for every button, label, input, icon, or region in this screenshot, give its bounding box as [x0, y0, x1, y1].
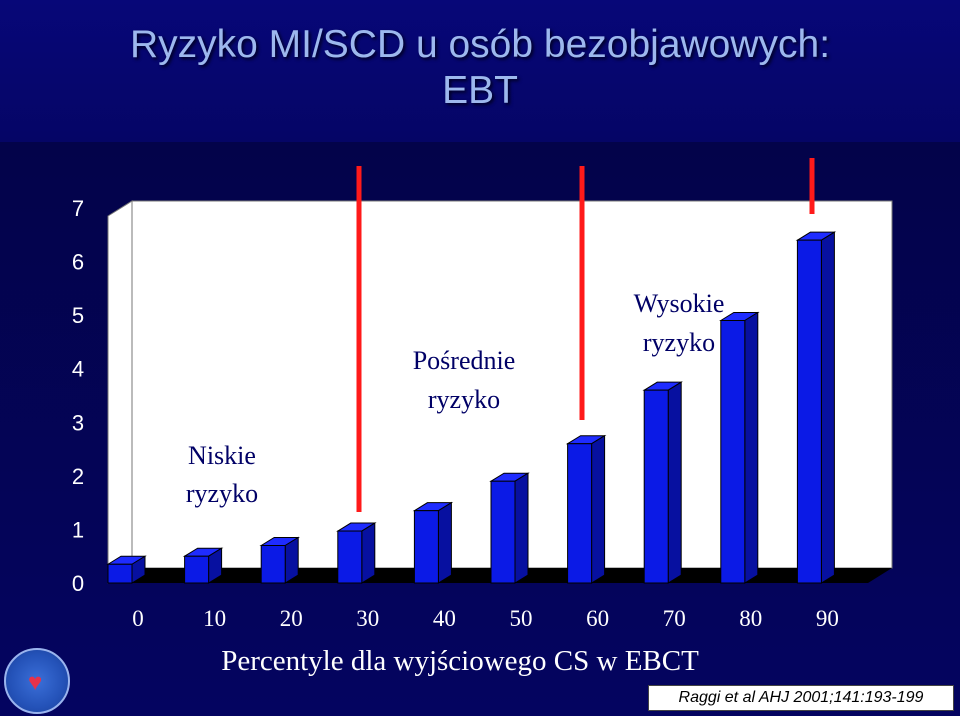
bar — [796, 239, 822, 584]
title-line-1: Ryzyko MI/SCD u osób bezobjawowych: — [129, 23, 831, 66]
x-tick-label: 60 — [586, 606, 609, 631]
bar — [720, 320, 746, 584]
x-tick-label: 30 — [356, 606, 379, 631]
bar-side — [514, 472, 529, 584]
bar — [567, 443, 593, 584]
bar-side — [591, 434, 606, 584]
y-tick-label: 1 — [72, 517, 84, 542]
risk-zone-label: ryzyko — [643, 328, 715, 357]
bar-side — [744, 311, 759, 584]
y-tick-label: 2 — [72, 464, 84, 489]
x-tick-label: 70 — [663, 606, 686, 631]
risk-zone-label: Pośrednie — [413, 346, 516, 375]
y-tick-label: 4 — [72, 357, 84, 382]
bar-side — [361, 522, 376, 584]
bar-side — [667, 381, 682, 584]
title-band — [0, 0, 960, 142]
x-tick-label: 90 — [816, 606, 839, 631]
risk-zone-label: Wysokie — [634, 289, 725, 318]
title-line-2: EBT — [442, 69, 518, 112]
y-tick-label: 3 — [72, 410, 84, 435]
risk-zone-label: ryzyko — [186, 479, 258, 508]
bar — [184, 555, 210, 584]
bar-side — [284, 536, 299, 584]
y-tick-label: 6 — [72, 250, 84, 275]
x-tick-label: 80 — [739, 606, 762, 631]
x-axis-label: Percentyle dla wyjściowego CS w EBCT — [221, 645, 699, 677]
y-tick-label: 7 — [72, 196, 84, 221]
bar — [643, 389, 669, 584]
x-tick-label: 10 — [203, 606, 226, 631]
bar-side — [437, 501, 452, 584]
y-tick-label: 0 — [72, 571, 84, 596]
x-tick-label: 40 — [433, 606, 456, 631]
bar — [337, 530, 363, 584]
slide-title: Ryzyko MI/SCD u osób bezobjawowych: EBT — [0, 22, 960, 114]
bar — [490, 480, 516, 584]
x-tick-label: 20 — [280, 606, 303, 631]
citation: Raggi et al AHJ 2001;141:193-199 — [648, 685, 954, 711]
y-tick-label: 5 — [72, 303, 84, 328]
bar — [413, 510, 439, 584]
risk-zone-label: ryzyko — [428, 385, 500, 414]
bar-side — [820, 231, 835, 584]
plot-side-wall — [107, 200, 133, 584]
x-tick-label: 0 — [132, 606, 144, 631]
bar — [260, 545, 286, 584]
heart-icon: ♥ — [28, 669, 43, 696]
bar — [107, 563, 133, 584]
x-tick-label: 50 — [510, 606, 533, 631]
heart-logo-icon: ♥ — [4, 648, 70, 714]
risk-zone-label: Niskie — [188, 441, 256, 470]
